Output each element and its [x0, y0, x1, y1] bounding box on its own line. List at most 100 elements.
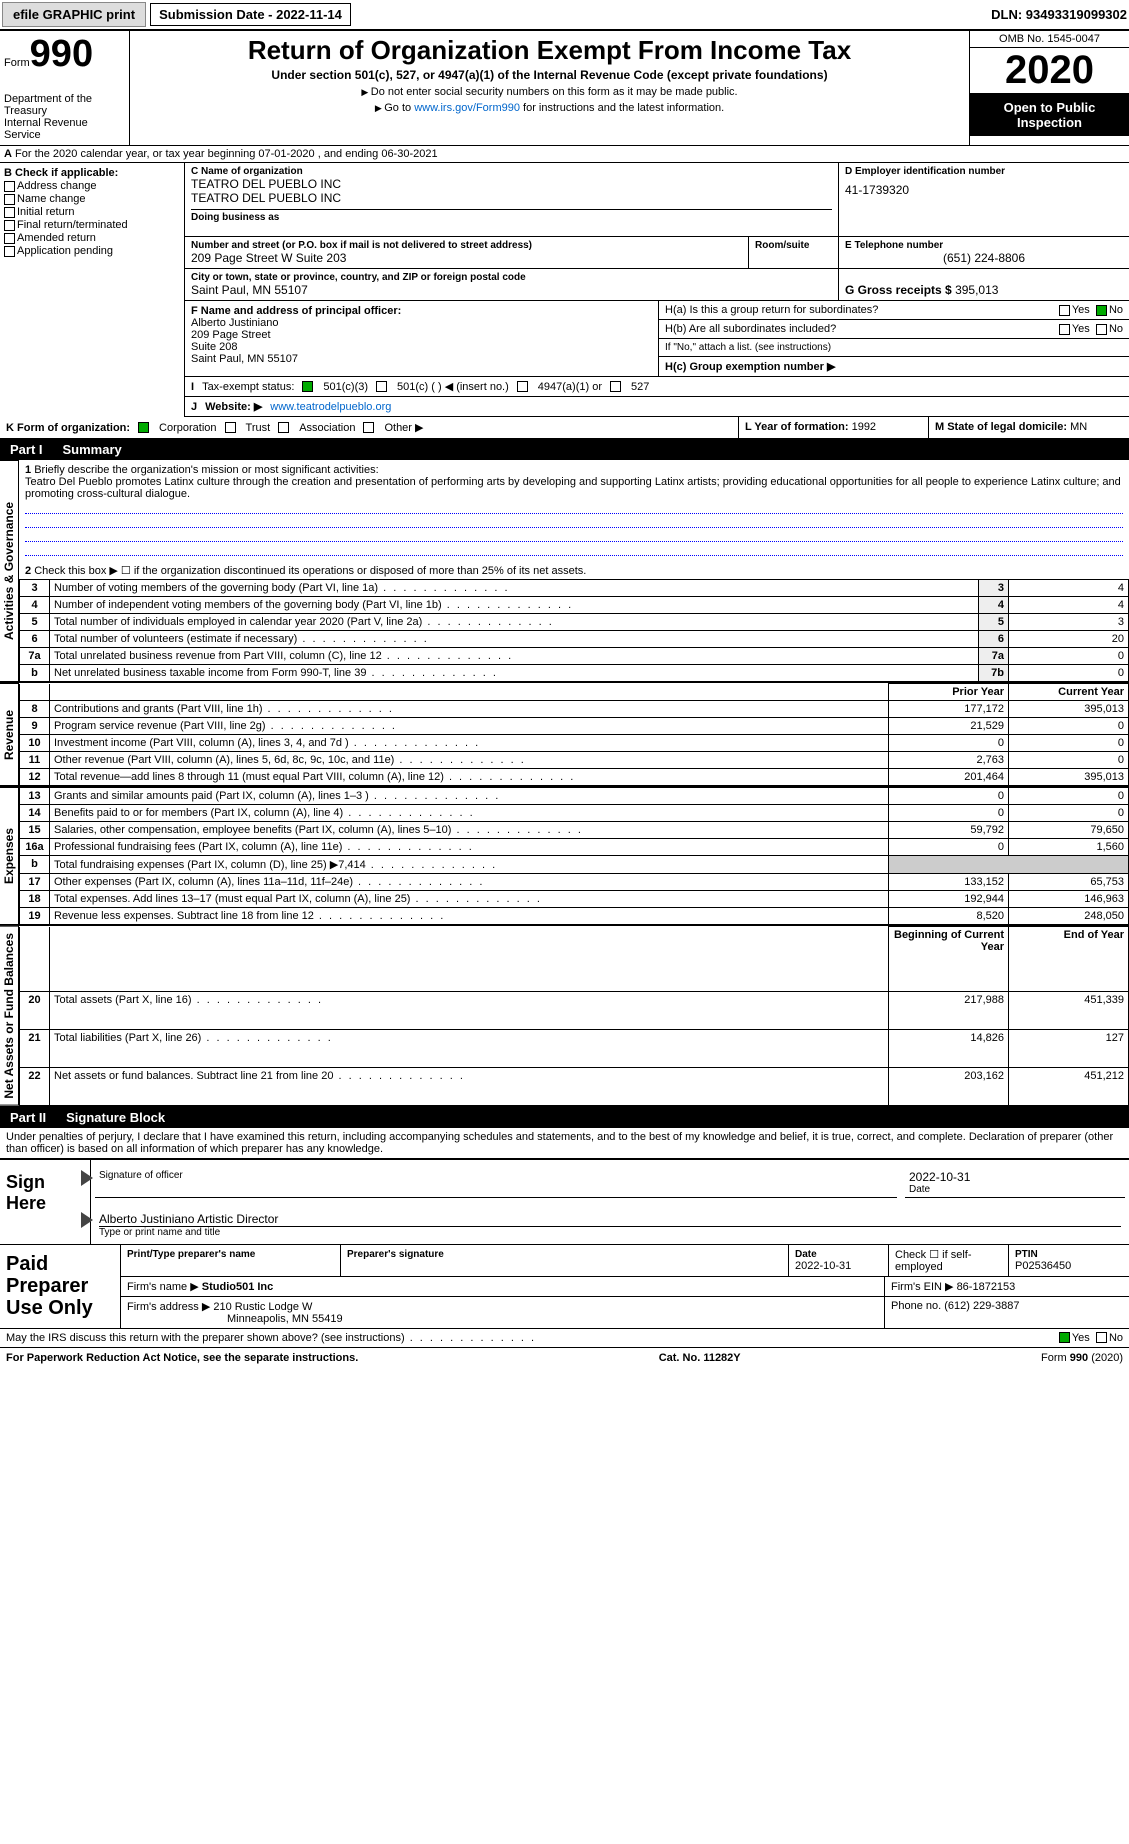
box-c-label: C Name of organization [191, 166, 832, 177]
box-b-option[interactable]: Amended return [4, 232, 180, 244]
prep-date: 2022-10-31 [795, 1260, 851, 1272]
org-name-2: TEATRO DEL PUEBLO INC [191, 191, 832, 205]
may-irs-discuss: May the IRS discuss this return with the… [0, 1329, 1129, 1348]
part-ii-header: Part IISignature Block [0, 1107, 1129, 1128]
phone-value: (651) 224-8806 [845, 251, 1123, 265]
table-row: 16aProfessional fundraising fees (Part I… [20, 839, 1129, 856]
line-2: 2 Check this box ▶ ☐ if the organization… [19, 562, 1129, 579]
box-b-option[interactable]: Address change [4, 180, 180, 192]
assoc-checkbox[interactable] [278, 422, 289, 433]
table-row: 5Total number of individuals employed in… [20, 614, 1129, 631]
page-footer: For Paperwork Reduction Act Notice, see … [0, 1348, 1129, 1368]
box-h-a: H(a) Is this a group return for subordin… [659, 301, 1129, 320]
table-row: 15Salaries, other compensation, employee… [20, 822, 1129, 839]
form-number: 990 [30, 33, 93, 75]
ssn-note: Do not enter social security numbers on … [134, 86, 965, 98]
table-row: 14Benefits paid to or for members (Part … [20, 805, 1129, 822]
box-b-option[interactable]: Name change [4, 193, 180, 205]
box-b-title: B Check if applicable: [4, 167, 118, 179]
vlabel-expenses: Expenses [0, 787, 19, 925]
table-row: bTotal fundraising expenses (Part IX, co… [20, 856, 1129, 874]
table-activities: 3Number of voting members of the governi… [19, 579, 1129, 682]
table-row: 22Net assets or fund balances. Subtract … [20, 1067, 1129, 1105]
501c3-checkbox[interactable] [302, 381, 313, 392]
perjury-declaration: Under penalties of perjury, I declare th… [0, 1128, 1129, 1159]
form-header: Form990 Department of the Treasury Inter… [0, 30, 1129, 146]
section-b-to-m: B Check if applicable: Address changeNam… [0, 163, 1129, 417]
527-checkbox[interactable] [610, 381, 621, 392]
arrow-icon [81, 1212, 93, 1228]
row-k-l-m: K Form of organization: Corporation Trus… [0, 417, 1129, 439]
year-formation: 1992 [852, 421, 876, 433]
url-note: Go to www.irs.gov/Form990 for instructio… [134, 102, 965, 114]
firm-ein: 86-1872153 [957, 1281, 1016, 1293]
preparer-block: Paid Preparer Use Only Print/Type prepar… [0, 1245, 1129, 1329]
box-h-b: H(b) Are all subordinates included? Yes … [659, 320, 1129, 339]
gross-receipts-label: G Gross receipts $ [845, 283, 952, 297]
table-row: 13Grants and similar amounts paid (Part … [20, 788, 1129, 805]
hb-yes-checkbox[interactable] [1059, 324, 1070, 335]
table-row: 6Total number of volunteers (estimate if… [20, 631, 1129, 648]
may-yes-checkbox[interactable] [1059, 1332, 1070, 1343]
irs-link[interactable]: www.irs.gov/Form990 [414, 102, 520, 114]
table-row: 18Total expenses. Add lines 13–17 (must … [20, 891, 1129, 908]
table-row: 9Program service revenue (Part VIII, lin… [20, 718, 1129, 735]
firm-addr2: Minneapolis, MN 55419 [227, 1313, 343, 1325]
self-employed-check[interactable]: Check ☐ if self-employed [895, 1249, 972, 1273]
firm-phone: (612) 229-3887 [944, 1300, 1019, 1312]
top-bar: efile GRAPHIC print Submission Date - 20… [0, 0, 1129, 30]
row-j: JWebsite: ▶ www.teatrodelpueblo.org [185, 397, 1129, 417]
firm-name: Studio501 Inc [202, 1281, 274, 1293]
table-expenses: 13Grants and similar amounts paid (Part … [19, 787, 1129, 925]
form-label: Form [4, 57, 30, 69]
hb-no-checkbox[interactable] [1096, 324, 1107, 335]
submission-date: Submission Date - 2022-11-14 [150, 3, 351, 26]
table-row: 4Number of independent voting members of… [20, 597, 1129, 614]
part-i-header: Part ISummary [0, 439, 1129, 460]
ptin-value: P02536450 [1015, 1260, 1071, 1272]
sig-date-label: Date [909, 1184, 1121, 1195]
addr-label: Number and street (or P.O. box if mail i… [191, 240, 742, 251]
table-row: 7aTotal unrelated business revenue from … [20, 648, 1129, 665]
dept-treasury: Department of the Treasury Internal Reve… [4, 93, 125, 141]
tax-year: 2020 [970, 48, 1129, 94]
state-domicile: MN [1070, 421, 1087, 433]
officer-name: Alberto Justiniano [191, 317, 278, 329]
table-revenue: Prior YearCurrent Year8Contributions and… [19, 683, 1129, 786]
box-b-option[interactable]: Initial return [4, 206, 180, 218]
box-b-option[interactable]: Application pending [4, 245, 180, 257]
mission-text: Teatro Del Pueblo promotes Latinx cultur… [25, 476, 1121, 500]
vlabel-revenue: Revenue [0, 683, 19, 786]
omb-number: OMB No. 1545-0047 [970, 31, 1129, 48]
open-to-inspection: Open to Public Inspection [970, 94, 1129, 136]
city-value: Saint Paul, MN 55107 [191, 283, 832, 297]
paid-preparer-label: Paid Preparer Use Only [0, 1245, 120, 1328]
table-row: 12Total revenue—add lines 8 through 11 (… [20, 769, 1129, 786]
form-subtitle: Under section 501(c), 527, or 4947(a)(1)… [134, 68, 965, 82]
vlabel-net: Net Assets or Fund Balances [0, 926, 19, 1106]
table-row: 11Other revenue (Part VIII, column (A), … [20, 752, 1129, 769]
name-title-label: Type or print name and title [99, 1227, 1121, 1238]
box-h-c: H(c) Group exemption number ▶ [659, 357, 1129, 376]
efile-print-button[interactable]: efile GRAPHIC print [2, 2, 146, 27]
box-b-option[interactable]: Final return/terminated [4, 219, 180, 231]
table-row: 8Contributions and grants (Part VIII, li… [20, 701, 1129, 718]
ha-yes-checkbox[interactable] [1059, 305, 1070, 316]
firm-addr1: 210 Rustic Lodge W [213, 1301, 312, 1313]
table-net-assets: Beginning of Current YearEnd of Year20To… [19, 926, 1129, 1106]
other-checkbox[interactable] [363, 422, 374, 433]
ha-no-checkbox[interactable] [1096, 305, 1107, 316]
box-h-b-note: If "No," attach a list. (see instruction… [659, 339, 1129, 357]
sig-date-value: 2022-10-31 [909, 1170, 1121, 1184]
ein-value: 41-1739320 [845, 183, 1123, 197]
corp-checkbox[interactable] [138, 422, 149, 433]
website-link[interactable]: www.teatrodelpueblo.org [270, 401, 391, 413]
may-no-checkbox[interactable] [1096, 1332, 1107, 1343]
501c-checkbox[interactable] [376, 381, 387, 392]
table-row: bNet unrelated business taxable income f… [20, 665, 1129, 682]
officer-typed-name: Alberto Justiniano Artistic Director [99, 1212, 1121, 1227]
4947-checkbox[interactable] [517, 381, 528, 392]
arrow-icon [81, 1170, 93, 1186]
table-row: 21Total liabilities (Part X, line 26)14,… [20, 1029, 1129, 1067]
trust-checkbox[interactable] [225, 422, 236, 433]
